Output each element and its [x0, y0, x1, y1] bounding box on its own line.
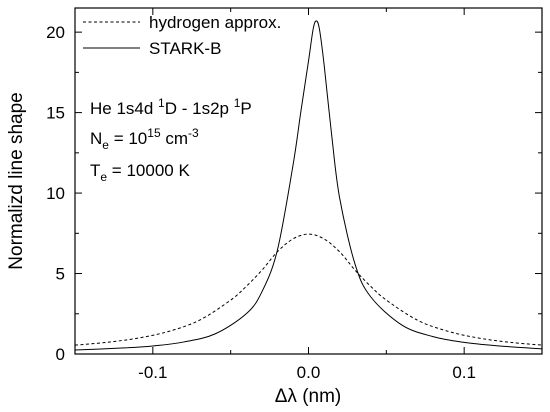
y-tick-label: 0: [56, 345, 65, 364]
annotation-density-mid: = 10: [109, 129, 147, 148]
legend: hydrogen approx. STARK-B: [83, 13, 281, 58]
annotation-transition-sup1: 1: [158, 96, 165, 110]
series-line-stark-b: [74, 20, 543, 351]
annotation-transition-sup2: 1: [234, 96, 241, 110]
annotation-density: Ne = 1015 cm-3: [90, 126, 199, 152]
annotation-temperature-main: T: [90, 161, 100, 180]
x-axis-ticks: -0.1 0.0 0.1: [74, 8, 543, 382]
series-line-hydrogen: [74, 233, 543, 346]
annotation-transition-main: He 1s4d: [90, 99, 158, 118]
x-tick-label: -0.1: [138, 363, 167, 382]
y-axis-label: Normalizd line shape: [6, 92, 27, 269]
annotation-temperature: Te = 10000 K: [90, 161, 190, 184]
x-tick-label: 0.0: [297, 363, 321, 382]
annotation-transition-end: P: [240, 99, 251, 118]
x-tick-label: 0.1: [452, 363, 476, 382]
annotation-transition-mid: D - 1s2p: [165, 99, 234, 118]
x-axis-label: Δλ (nm): [275, 386, 342, 407]
y-tick-label: 5: [56, 265, 65, 284]
annotation-density-end: cm: [161, 129, 188, 148]
annotation-density-sup2: -3: [188, 126, 199, 140]
y-axis-ticks: 0 5 10 15 20: [46, 23, 542, 364]
annotation-density-sup: 15: [147, 126, 161, 140]
annotation-temperature-sub: e: [100, 170, 107, 184]
y-tick-label: 15: [46, 104, 65, 123]
annotation-transition: He 1s4d 1D - 1s2p 1P: [90, 96, 252, 118]
series-layer: [74, 20, 543, 351]
annotation-density-sub: e: [102, 138, 109, 152]
legend-label-hydrogen: hydrogen approx.: [149, 13, 281, 32]
annotation-density-main: N: [90, 129, 102, 148]
y-tick-label: 10: [46, 184, 65, 203]
y-tick-label: 20: [46, 23, 65, 42]
annotation-temperature-end: = 10000 K: [107, 161, 190, 180]
legend-label-stark-b: STARK-B: [149, 39, 221, 58]
